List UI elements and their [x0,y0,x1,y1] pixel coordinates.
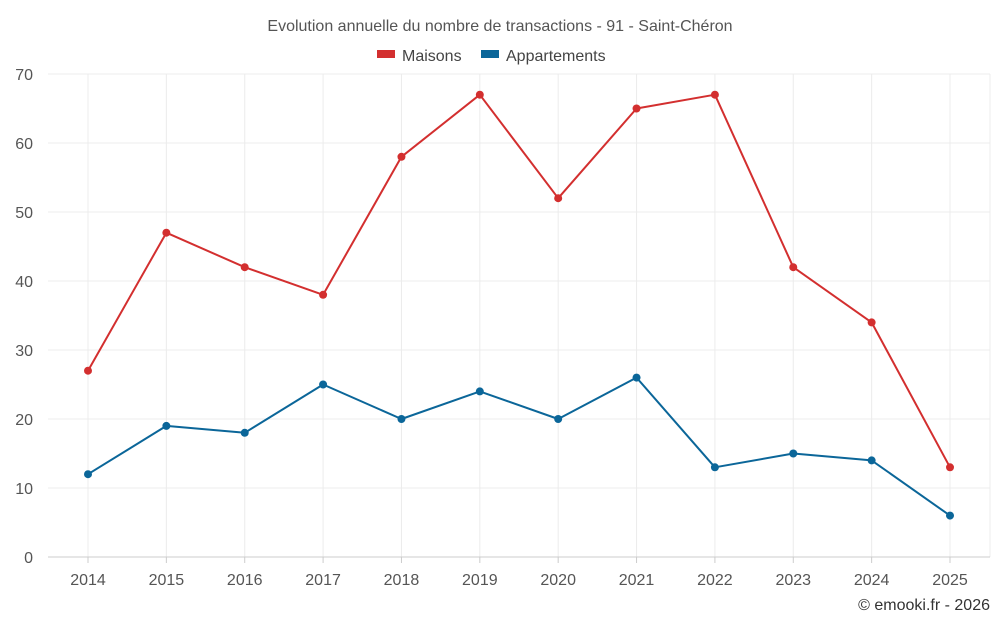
data-point-maisons[interactable] [946,463,954,472]
legend: Maisons Appartements [377,48,606,65]
legend-label-maisons: Maisons [402,48,462,65]
data-point-appartements[interactable] [710,463,719,472]
data-point-appartements[interactable] [554,415,563,423]
legend-swatch-appartements [481,50,499,58]
legend-swatch-maisons [377,50,395,58]
data-point-appartements[interactable] [319,380,328,389]
y-tick-label: 20 [15,412,33,429]
y-tick-label: 0 [24,550,33,567]
data-point-maisons[interactable] [710,90,719,99]
y-tick-label: 30 [15,343,33,360]
legend-item-appartements[interactable]: Appartements [481,48,606,65]
legend-label-appartements: Appartements [506,48,606,65]
chart-title: Evolution annuelle du nombre de transact… [267,18,732,35]
x-tick-label: 2018 [384,572,420,589]
data-point-appartements[interactable] [867,456,876,465]
y-tick-label: 70 [15,67,33,84]
x-tick-label: 2024 [854,572,890,589]
data-point-maisons[interactable] [789,263,798,272]
legend-item-maisons[interactable]: Maisons [377,48,462,65]
data-point-maisons[interactable] [632,104,641,113]
data-point-appartements[interactable] [162,421,171,430]
data-point-maisons[interactable] [554,194,563,203]
x-tick-label: 2016 [227,572,263,589]
y-tick-label: 60 [15,136,33,153]
x-tick-label: 2014 [70,572,106,589]
data-point-appartements[interactable] [946,511,954,520]
data-point-appartements[interactable] [397,415,406,423]
data-point-maisons[interactable] [867,318,876,327]
data-point-maisons[interactable] [319,290,328,299]
data-point-appartements[interactable] [475,387,484,396]
x-tick-label: 2025 [932,572,968,589]
data-point-maisons[interactable] [240,263,249,272]
axes: 0 10 20 30 40 50 60 70 2014 2015 2016 2017 2018 2019 2… [15,67,990,589]
x-tick-label: 2020 [540,572,576,589]
series-line-appartements [87,376,951,517]
x-tick-label: 2017 [305,572,341,589]
data-point-appartements[interactable] [240,428,249,437]
data-point-appartements[interactable] [84,470,92,479]
x-tick-label: 2021 [619,572,655,589]
y-tick-label: 50 [15,205,33,222]
y-tick-label: 40 [15,274,33,291]
data-point-maisons[interactable] [84,366,92,375]
credit-text: © emooki.fr - 2026 [858,597,990,614]
data-point-appartements[interactable] [632,373,641,382]
y-tick-label: 10 [15,481,33,498]
series [84,90,954,520]
x-tick-label: 2023 [775,572,811,589]
series-maisons [84,90,954,472]
series-appartements [84,373,954,520]
series-line-maisons [87,93,951,468]
data-point-maisons[interactable] [397,152,406,161]
data-point-maisons[interactable] [162,228,171,237]
data-point-appartements[interactable] [789,449,798,458]
x-tick-label: 2019 [462,572,498,589]
data-point-maisons[interactable] [475,90,484,99]
x-tick-label: 2022 [697,572,733,589]
x-tick-label: 2015 [149,572,185,589]
